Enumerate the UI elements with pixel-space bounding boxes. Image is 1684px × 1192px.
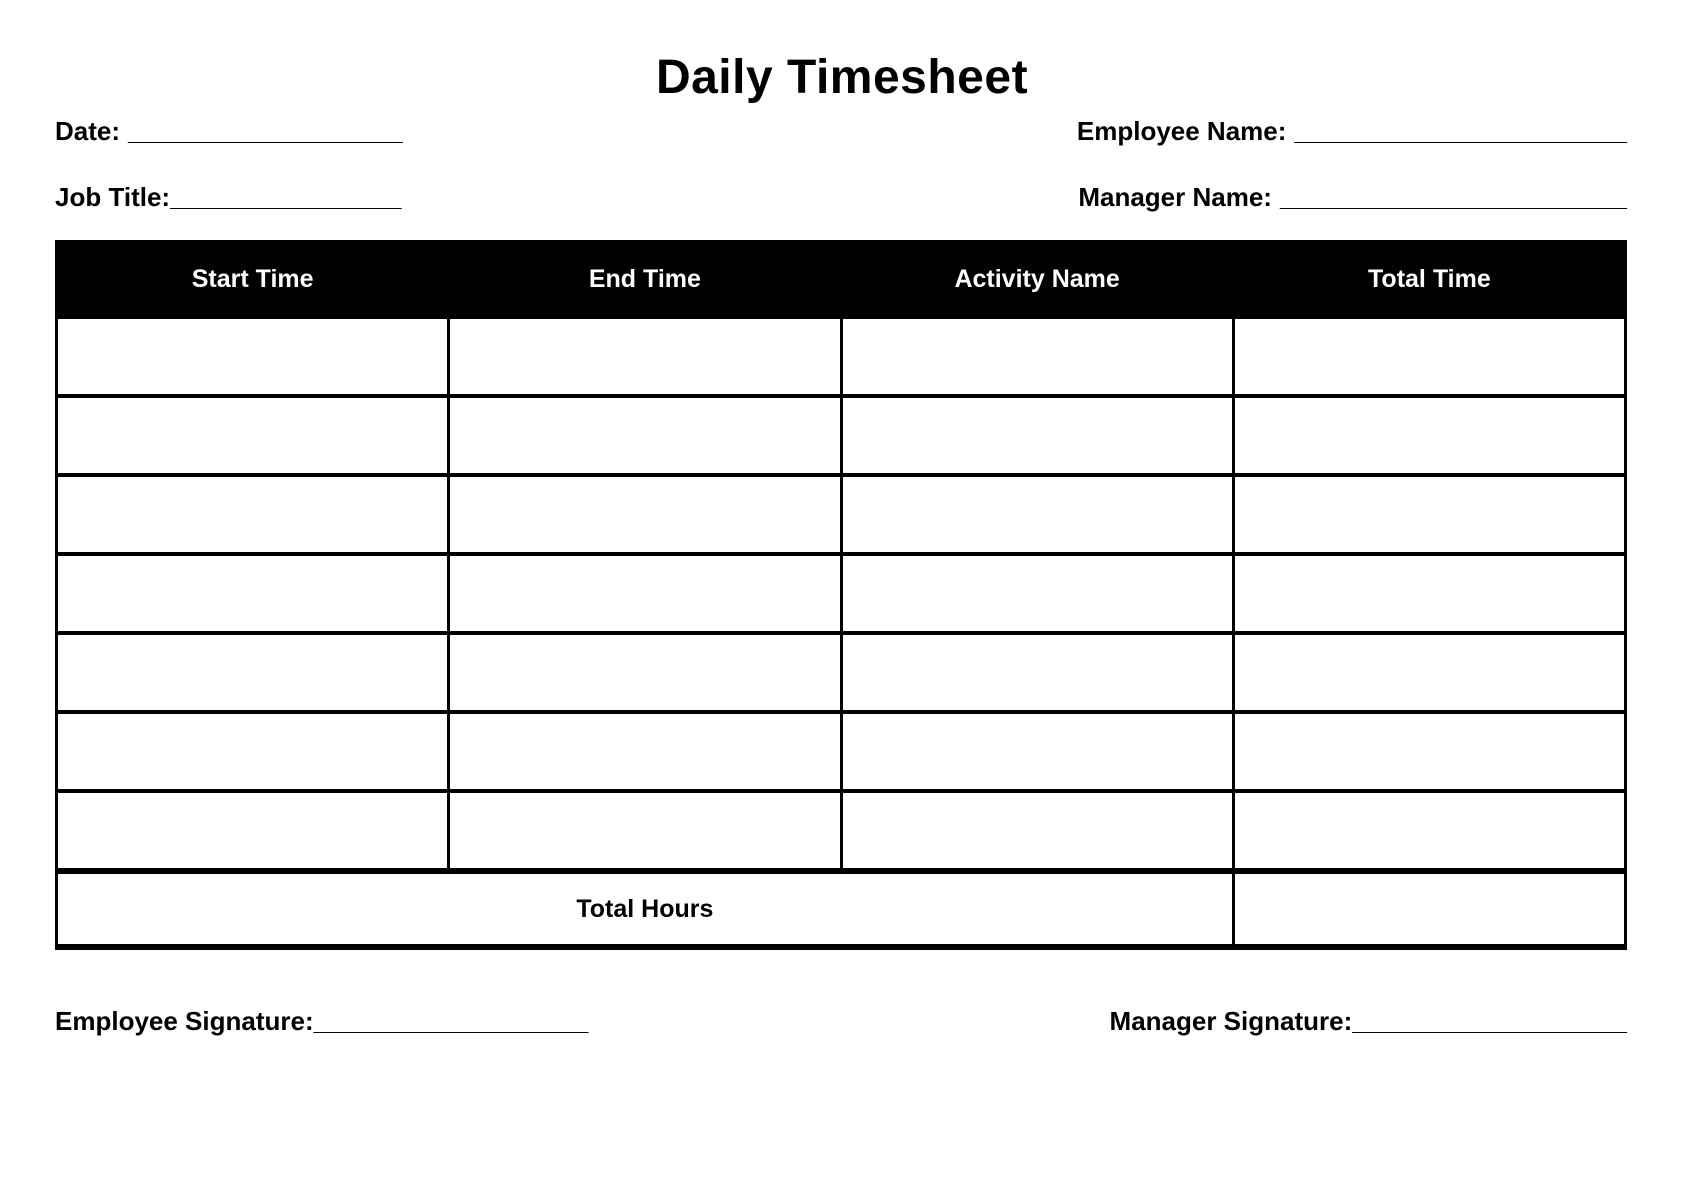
manager-name-label: Manager Name: bbox=[1078, 182, 1272, 212]
timesheet-body bbox=[54, 315, 1628, 873]
column-header-start-time: Start Time bbox=[54, 240, 451, 319]
table-cell bbox=[1231, 394, 1628, 477]
table-cell bbox=[447, 789, 843, 873]
employee-name-label: Employee Name: bbox=[1076, 116, 1287, 146]
table-cell bbox=[54, 315, 451, 398]
table-row bbox=[54, 473, 1628, 556]
column-header-activity-name: Activity Name bbox=[839, 240, 1235, 319]
signature-row: Employee Signature:___________________ M… bbox=[55, 1006, 1627, 1037]
column-header-end-time: End Time bbox=[447, 240, 843, 319]
table-cell bbox=[54, 710, 451, 793]
employee-signature-label: Employee Signature: bbox=[55, 1006, 314, 1036]
employee-signature-blank-line: ___________________ bbox=[313, 1006, 589, 1036]
table-cell bbox=[839, 315, 1235, 398]
manager-name-field: Manager Name: ________________________ bbox=[1078, 182, 1627, 213]
table-cell bbox=[54, 473, 451, 556]
date-label: Date: bbox=[55, 116, 121, 146]
table-cell bbox=[447, 315, 843, 398]
table-cell bbox=[447, 552, 843, 635]
meta-row-top: Date: ___________________ Employee Name: _… bbox=[55, 116, 1627, 147]
column-header-total-time: Total Time bbox=[1231, 240, 1628, 319]
table-row bbox=[54, 552, 1628, 635]
table-cell bbox=[839, 789, 1235, 873]
table-row bbox=[54, 710, 1628, 793]
manager-signature-blank-line: ___________________ bbox=[1352, 1006, 1627, 1036]
total-hours-row: Total Hours bbox=[55, 868, 1628, 949]
employee-name-field: Employee Name: _______________________ bbox=[1077, 116, 1627, 147]
table-cell bbox=[54, 552, 451, 635]
total-hours-label: Total Hours bbox=[55, 868, 1235, 949]
total-hours-value-cell bbox=[1231, 868, 1628, 949]
table-row bbox=[54, 789, 1628, 873]
manager-signature-label: Manager Signature: bbox=[1109, 1006, 1353, 1036]
table-cell bbox=[54, 394, 451, 477]
table-cell bbox=[447, 631, 843, 714]
table-cell bbox=[447, 473, 843, 556]
page-title: Daily Timesheet bbox=[655, 51, 1029, 104]
table-cell bbox=[54, 631, 451, 714]
job-title-field: Job Title:________________ bbox=[55, 182, 401, 213]
job-title-label: Job Title: bbox=[55, 182, 171, 212]
manager-name-blank-line: ________________________ bbox=[1279, 182, 1627, 212]
manager-signature-field: Manager Signature:___________________ bbox=[1110, 1006, 1627, 1037]
table-cell bbox=[447, 394, 843, 477]
meta-row-bottom: Job Title:________________ Manager Name:… bbox=[55, 182, 1627, 213]
employee-name-blank-line: _______________________ bbox=[1294, 116, 1627, 146]
table-cell bbox=[1231, 631, 1628, 714]
table-cell bbox=[1231, 710, 1628, 793]
table-cell bbox=[839, 631, 1235, 714]
table-row bbox=[54, 631, 1628, 714]
table-header-row: Start Time End Time Activity Name Total … bbox=[54, 240, 1628, 319]
table-footer: Total Hours bbox=[55, 868, 1628, 949]
table-cell bbox=[54, 789, 451, 873]
table-row bbox=[54, 394, 1628, 477]
table-cell bbox=[1231, 552, 1628, 635]
table-cell bbox=[447, 710, 843, 793]
table-row bbox=[54, 315, 1628, 398]
table-cell bbox=[1231, 315, 1628, 398]
date-blank-line: ___________________ bbox=[128, 116, 403, 146]
table-cell bbox=[839, 394, 1235, 477]
table-cell bbox=[839, 473, 1235, 556]
table-cell bbox=[839, 710, 1235, 793]
table-cell bbox=[1231, 473, 1628, 556]
table-header: Start Time End Time Activity Name Total … bbox=[54, 240, 1628, 319]
table-cell bbox=[839, 552, 1235, 635]
employee-signature-field: Employee Signature:___________________ bbox=[55, 1006, 588, 1037]
job-title-blank-line: ________________ bbox=[170, 182, 402, 212]
table-cell bbox=[1231, 789, 1628, 873]
timesheet-table: Start Time End Time Activity Name Total … bbox=[54, 240, 1628, 950]
date-field: Date: ___________________ bbox=[55, 116, 403, 147]
